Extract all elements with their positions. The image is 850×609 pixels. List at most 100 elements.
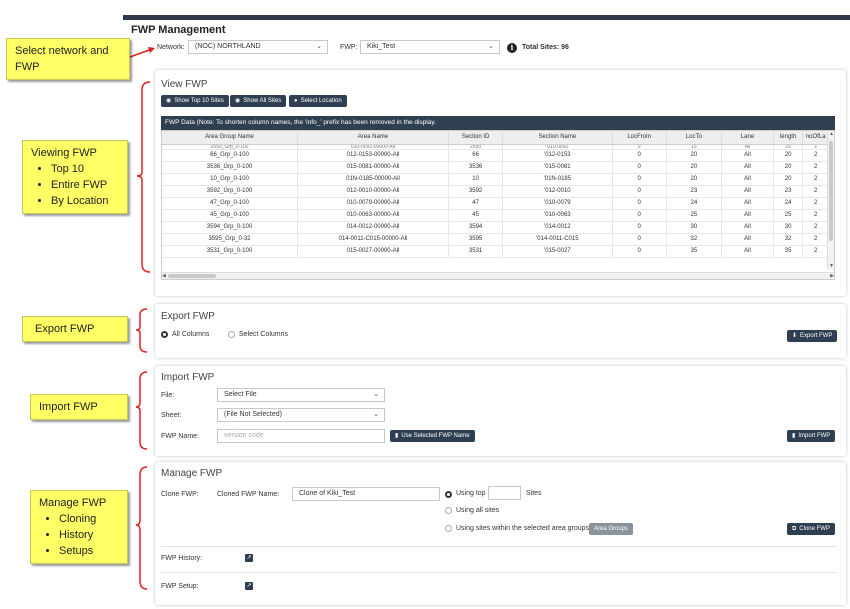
divider (161, 546, 836, 547)
show-top-10-button[interactable]: ◉ Show Top 10 Sites (161, 95, 229, 107)
using-top-radio[interactable] (445, 491, 452, 498)
callout-manage: Manage FWP Cloning History Setups (30, 490, 128, 564)
export-fwp-title: Export FWP (161, 311, 215, 322)
table-cell: 66_Grp_0-100 (162, 149, 298, 162)
chevron-down-icon: ⌄ (373, 391, 379, 398)
eye-icon: ◉ (166, 98, 172, 104)
open-external-icon[interactable]: ↗ (245, 554, 253, 562)
cloned-fwp-name-input[interactable]: Clone of Kiki_Test (292, 487, 440, 501)
table-cell: 24 (773, 197, 804, 210)
table-row[interactable]: 66_Grp_0-100 012-0153-00000-All 66'012-015… (162, 149, 829, 162)
file-icon: ▮ (395, 433, 399, 439)
all-columns-radio[interactable] (161, 331, 168, 338)
download-icon: ⬇ (792, 333, 798, 339)
scroll-left-icon[interactable]: ◀ (162, 273, 166, 279)
table-cell: 3536_Grp_0-100 (162, 161, 298, 174)
table-cell: 015-0027-00000-All (297, 245, 450, 258)
table-header-row: Area Group Name Area Name Section ID Sectio… (162, 131, 829, 145)
select-location-button[interactable]: ● Select Location (289, 95, 347, 107)
table-row[interactable]: 3595_Grp_0-32 014-0011-C015-00000-All 3595… (162, 233, 829, 246)
table-cell: All (721, 149, 775, 162)
table-row[interactable]: 3592_Grp_0-100 012-0010-00000-All 3592'012… (162, 185, 829, 198)
vertical-scroll-thumb[interactable] (829, 141, 833, 241)
table-cell: All (721, 245, 775, 258)
area-groups-button[interactable]: Area Groups (589, 523, 634, 535)
table-cell: 15 (773, 144, 804, 150)
using-all-sites-radio[interactable] (445, 507, 452, 514)
fwp-name-input[interactable]: version code (217, 429, 385, 443)
table-row[interactable]: 3531_Grp_0-100 015-0027-00000-All 3531'015… (162, 245, 829, 258)
column-header[interactable]: Area Group Name (162, 131, 298, 145)
scroll-up-icon[interactable]: ▲ (829, 131, 834, 137)
view-fwp-title: View FWP (161, 79, 208, 90)
column-header[interactable]: length (773, 131, 804, 145)
sheet-select-value: (File Not Selected) (224, 411, 282, 418)
network-select-value: (NOC) NORTHLAND (195, 43, 261, 50)
scroll-right-icon[interactable]: ▶ (830, 273, 834, 279)
table-cell: All (721, 197, 775, 210)
table-row[interactable]: 45_Grp_0-100 010-0063-00000-All 45'010-006… (162, 209, 829, 222)
manage-fwp-title: Manage FWP (161, 468, 223, 479)
show-all-sites-button[interactable]: ◉ Show All Sites (230, 95, 287, 107)
sites-label: Sites (526, 490, 542, 497)
table-cell: 3592 (448, 185, 504, 198)
column-header[interactable]: Section Name (502, 131, 613, 145)
callout-arrow-head (148, 47, 155, 53)
table-row[interactable]: 47_Grp_0-100 010-0079-00000-All 47'010-007… (162, 197, 829, 210)
table-cell: All (721, 221, 775, 234)
callout-manage-item: Cloning (59, 511, 119, 527)
using-area-groups-radio[interactable] (445, 525, 452, 532)
table-cell: 20 (773, 149, 804, 162)
select-columns-radio[interactable] (228, 331, 235, 338)
clone-fwp-button[interactable]: ⧉ Clone FWP (787, 523, 835, 535)
fwp-name-label: FWP Name: (161, 433, 199, 440)
sheet-label: Sheet: (161, 412, 182, 419)
table-cell: 20 (773, 161, 804, 174)
table-cell: 10 (448, 173, 504, 186)
table-cell: 0 (612, 173, 667, 186)
table-cell: 0 (612, 209, 667, 222)
using-top-label: Using top (456, 490, 486, 497)
chevron-down-icon: ⌄ (373, 411, 379, 418)
table-cell: 0 (612, 149, 667, 162)
vertical-scrollbar[interactable]: ▲ ▼ (827, 131, 834, 269)
horizontal-scrollbar[interactable]: ◀ ▶ (162, 272, 834, 279)
column-header[interactable]: LocFrom (612, 131, 667, 145)
top-sites-count-input[interactable] (488, 486, 521, 500)
column-header[interactable]: Lane (721, 131, 775, 145)
table-row[interactable]: 3594_Grp_0-100 014-0012-00000-All 3594'014… (162, 221, 829, 234)
file-label: File: (161, 392, 175, 399)
use-selected-fwp-name-button[interactable]: ▮ Use Selected FWP Name (390, 430, 475, 442)
export-fwp-button[interactable]: ⬇ Export FWP (787, 330, 838, 342)
table-cell: 3592_Grp_0-100 (162, 185, 298, 198)
eye-icon: ◉ (235, 98, 241, 104)
file-select[interactable]: Select File ⌄ (217, 388, 385, 402)
table-row[interactable]: 3536_Grp_0-100 015-0081-00000-All 3536'015… (162, 161, 829, 174)
import-fwp-button[interactable]: ▮ Import FWP (787, 430, 836, 442)
column-header[interactable]: Area Name (297, 131, 450, 145)
fwp-data-table[interactable]: Area Group Name Area Name Section ID Sectio… (161, 130, 835, 280)
sheet-select[interactable]: (File Not Selected) ⌄ (217, 408, 385, 422)
table-cell: 24 (666, 197, 722, 210)
table-cell: 20 (773, 173, 804, 186)
manage-bracket (135, 466, 148, 590)
table-cell: 30 (773, 221, 804, 234)
table-cell: 30 (666, 221, 722, 234)
table-cell: 014-0012-00000-All (297, 221, 450, 234)
top-bar (123, 15, 850, 20)
fwp-select[interactable]: Kiki_Test ⌄ (360, 40, 500, 54)
manage-fwp-panel: Manage FWP Clone FWP: Cloned FWP Name: C… (155, 462, 846, 605)
open-external-icon[interactable]: ↗ (245, 582, 253, 590)
table-cell: '014-0012 (502, 221, 613, 234)
table-row[interactable]: 10_Grp_0-100 01N-0185-00000-All 10'01N-018… (162, 173, 829, 186)
callout-manage-item: History (59, 527, 119, 543)
horizontal-scroll-thumb[interactable] (168, 274, 216, 278)
table-cell: 01N-0185-00000-All (297, 173, 450, 186)
column-header[interactable]: Section ID (448, 131, 504, 145)
network-select[interactable]: (NOC) NORTHLAND ⌄ (188, 40, 328, 54)
scroll-down-icon[interactable]: ▼ (829, 263, 834, 269)
info-icon[interactable]: i (507, 43, 517, 53)
fwp-setup-label: FWP Setup: (161, 583, 199, 590)
table-cell: 35 (773, 245, 804, 258)
column-header[interactable]: LocTo (666, 131, 722, 145)
